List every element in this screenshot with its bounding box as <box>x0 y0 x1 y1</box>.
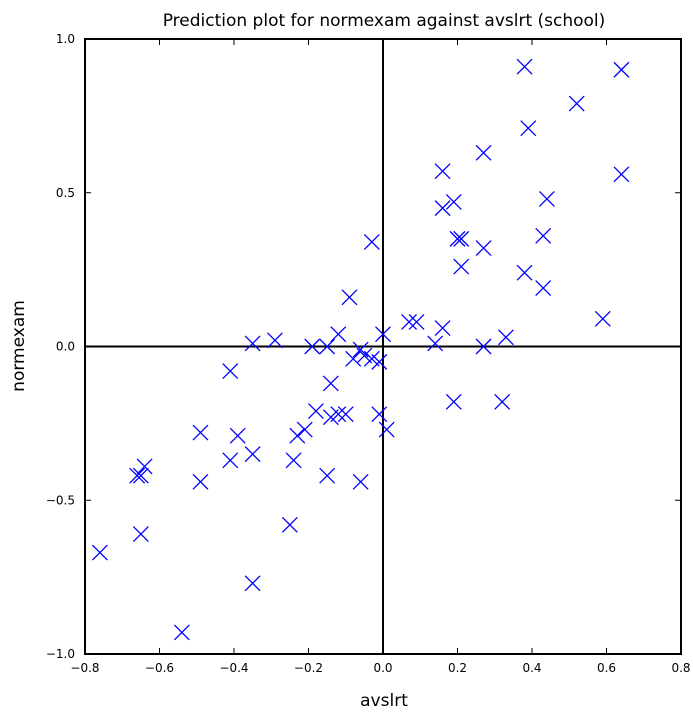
x-tick-label: −0.6 <box>145 661 174 675</box>
data-point <box>454 231 469 246</box>
data-point <box>521 121 536 136</box>
data-point <box>297 422 312 437</box>
y-tick-label: 0.5 <box>56 186 75 200</box>
y-tick-label: −0.5 <box>46 493 75 507</box>
data-point <box>193 425 208 440</box>
x-axis-label: avslrt <box>360 691 408 711</box>
data-point <box>338 407 353 422</box>
data-point <box>346 351 361 366</box>
data-point <box>282 517 297 532</box>
data-point <box>353 474 368 489</box>
data-point <box>428 336 443 351</box>
data-point <box>223 453 238 468</box>
data-point <box>476 241 491 256</box>
y-tick-label: 0.0 <box>56 340 75 354</box>
data-point <box>133 527 148 542</box>
data-point <box>450 231 465 246</box>
data-point <box>614 167 629 182</box>
data-point <box>409 314 424 329</box>
x-tick-label: −0.8 <box>70 661 99 675</box>
data-point <box>402 314 417 329</box>
data-point <box>517 59 532 74</box>
data-point <box>446 394 461 409</box>
y-tick-label: 1.0 <box>56 32 75 46</box>
data-point <box>245 447 260 462</box>
data-point <box>454 259 469 274</box>
data-point <box>245 576 260 591</box>
data-point <box>495 394 510 409</box>
data-point <box>223 364 238 379</box>
data-point <box>286 453 301 468</box>
x-tick-label: −0.4 <box>219 661 248 675</box>
data-point <box>614 62 629 77</box>
data-point <box>342 290 357 305</box>
x-axis-ticks: −0.8 −0.6 −0.4 −0.2 0.0 0.2 0.4 0.6 0.8 <box>70 39 690 675</box>
x-tick-label: 0.6 <box>597 661 616 675</box>
x-tick-label: 0.8 <box>671 661 690 675</box>
data-point <box>498 330 513 345</box>
reference-lines <box>85 39 681 654</box>
x-tick-label: 0.2 <box>448 661 467 675</box>
data-point <box>536 228 551 243</box>
data-point <box>435 321 450 336</box>
x-tick-label: 0.0 <box>373 661 392 675</box>
data-point <box>372 407 387 422</box>
x-tick-label: 0.4 <box>522 661 541 675</box>
data-point <box>323 376 338 391</box>
x-tick-label: −0.2 <box>294 661 323 675</box>
data-point <box>595 311 610 326</box>
data-point <box>320 468 335 483</box>
data-point <box>174 625 189 640</box>
data-point <box>539 191 554 206</box>
data-points <box>92 59 629 640</box>
data-point <box>230 428 245 443</box>
data-point <box>193 474 208 489</box>
y-axis-label: normexam <box>9 300 29 392</box>
chart-title: Prediction plot for normexam against avs… <box>163 11 606 31</box>
data-point <box>569 96 584 111</box>
data-point <box>308 404 323 419</box>
data-point <box>331 327 346 342</box>
data-point <box>517 265 532 280</box>
data-point <box>435 164 450 179</box>
y-tick-label: −1.0 <box>46 647 75 661</box>
data-point <box>245 336 260 351</box>
data-point <box>536 281 551 296</box>
data-point <box>379 422 394 437</box>
data-point <box>92 545 107 560</box>
data-point <box>476 145 491 160</box>
data-point <box>130 468 145 483</box>
data-point <box>364 234 379 249</box>
data-point <box>290 428 305 443</box>
